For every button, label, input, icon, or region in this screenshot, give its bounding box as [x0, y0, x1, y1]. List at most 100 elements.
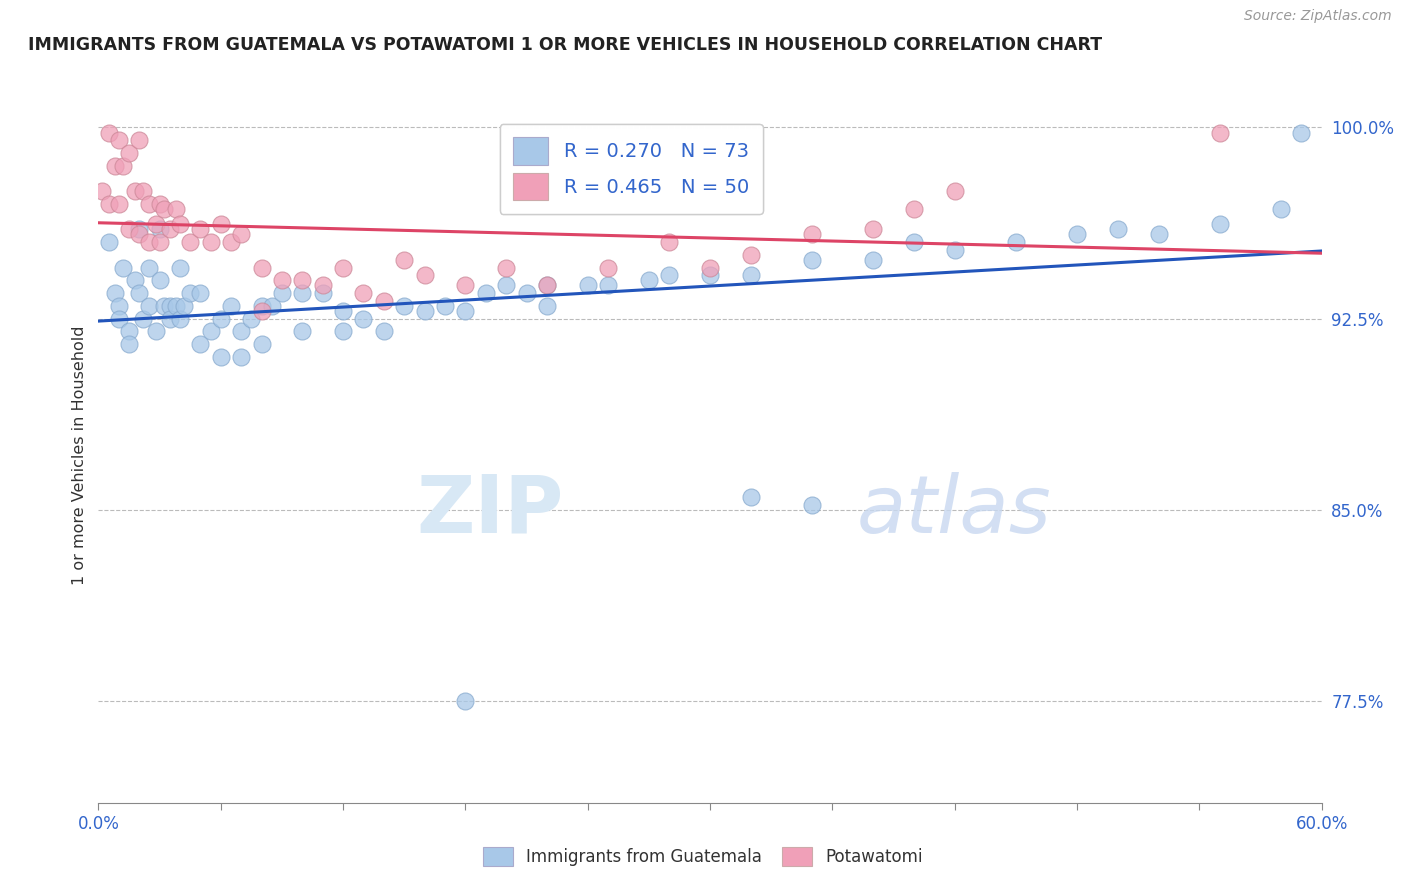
Point	[149, 222, 172, 236]
Text: IMMIGRANTS FROM GUATEMALA VS POTAWATOMI 1 OR MORE VEHICLES IN HOUSEHOLD CORRELAT: IMMIGRANTS FROM GUATEMALA VS POTAWATOMI …	[28, 36, 1102, 54]
Point	[1004, 235, 1026, 249]
Point	[658, 268, 681, 283]
Point	[495, 278, 517, 293]
Point	[454, 694, 477, 708]
Point	[699, 268, 721, 283]
Y-axis label: 1 or more Vehicles in Household: 1 or more Vehicles in Household	[72, 326, 87, 584]
Point	[173, 299, 195, 313]
Point	[516, 286, 538, 301]
Point	[118, 324, 141, 338]
Legend: Immigrants from Guatemala, Potawatomi: Immigrants from Guatemala, Potawatomi	[475, 838, 931, 875]
Point	[270, 273, 294, 287]
Point	[392, 299, 416, 313]
Point	[250, 337, 273, 351]
Point	[638, 273, 661, 287]
Point	[1066, 227, 1088, 242]
Point	[138, 260, 160, 275]
Point	[495, 260, 517, 275]
Text: ZIP: ZIP	[416, 472, 564, 549]
Point	[145, 217, 167, 231]
Point	[209, 217, 232, 231]
Point	[219, 299, 242, 313]
Point	[108, 133, 131, 147]
Point	[536, 278, 558, 293]
Point	[108, 197, 131, 211]
Point	[132, 311, 155, 326]
Point	[108, 311, 131, 326]
Point	[104, 159, 127, 173]
Point	[165, 299, 187, 313]
Point	[152, 202, 174, 216]
Point	[332, 260, 354, 275]
Point	[332, 324, 354, 338]
Point	[291, 273, 314, 287]
Point	[903, 235, 925, 249]
Point	[740, 490, 762, 504]
Point	[1107, 222, 1129, 236]
Point	[159, 222, 181, 236]
Point	[231, 227, 253, 242]
Point	[159, 311, 181, 326]
Point	[124, 184, 146, 198]
Point	[352, 311, 374, 326]
Point	[128, 286, 150, 301]
Point	[128, 222, 150, 236]
Point	[699, 260, 721, 275]
Point	[132, 184, 155, 198]
Point	[862, 252, 884, 267]
Point	[291, 286, 314, 301]
Point	[413, 304, 436, 318]
Point	[658, 235, 681, 249]
Point	[169, 260, 191, 275]
Point	[250, 299, 273, 313]
Point	[149, 273, 172, 287]
Point	[118, 222, 141, 236]
Point	[128, 227, 150, 242]
Point	[943, 243, 966, 257]
Point	[200, 324, 222, 338]
Point	[291, 324, 314, 338]
Point	[91, 184, 114, 198]
Point	[1291, 126, 1313, 140]
Point	[392, 252, 416, 267]
Point	[97, 235, 120, 249]
Point	[209, 311, 232, 326]
Point	[111, 159, 134, 173]
Point	[231, 324, 253, 338]
Point	[179, 286, 201, 301]
Point	[801, 227, 824, 242]
Point	[138, 235, 160, 249]
Point	[152, 299, 174, 313]
Point	[188, 222, 212, 236]
Point	[740, 268, 762, 283]
Text: atlas: atlas	[856, 472, 1052, 549]
Point	[1209, 126, 1232, 140]
Point	[373, 324, 395, 338]
Point	[145, 324, 167, 338]
Point	[373, 293, 395, 308]
Point	[159, 299, 181, 313]
Point	[108, 299, 131, 313]
Point	[138, 299, 160, 313]
Point	[250, 304, 273, 318]
Point	[188, 337, 212, 351]
Point	[1209, 217, 1232, 231]
Point	[740, 248, 762, 262]
Point	[104, 286, 127, 301]
Point	[219, 235, 242, 249]
Point	[801, 498, 824, 512]
Point	[474, 286, 498, 301]
Point	[128, 133, 150, 147]
Point	[598, 260, 620, 275]
Point	[536, 278, 558, 293]
Point	[454, 278, 477, 293]
Point	[1270, 202, 1292, 216]
Text: Source: ZipAtlas.com: Source: ZipAtlas.com	[1244, 9, 1392, 23]
Point	[200, 235, 222, 249]
Point	[1147, 227, 1170, 242]
Point	[413, 268, 436, 283]
Point	[943, 184, 966, 198]
Point	[332, 304, 354, 318]
Point	[111, 260, 134, 275]
Point	[169, 311, 191, 326]
